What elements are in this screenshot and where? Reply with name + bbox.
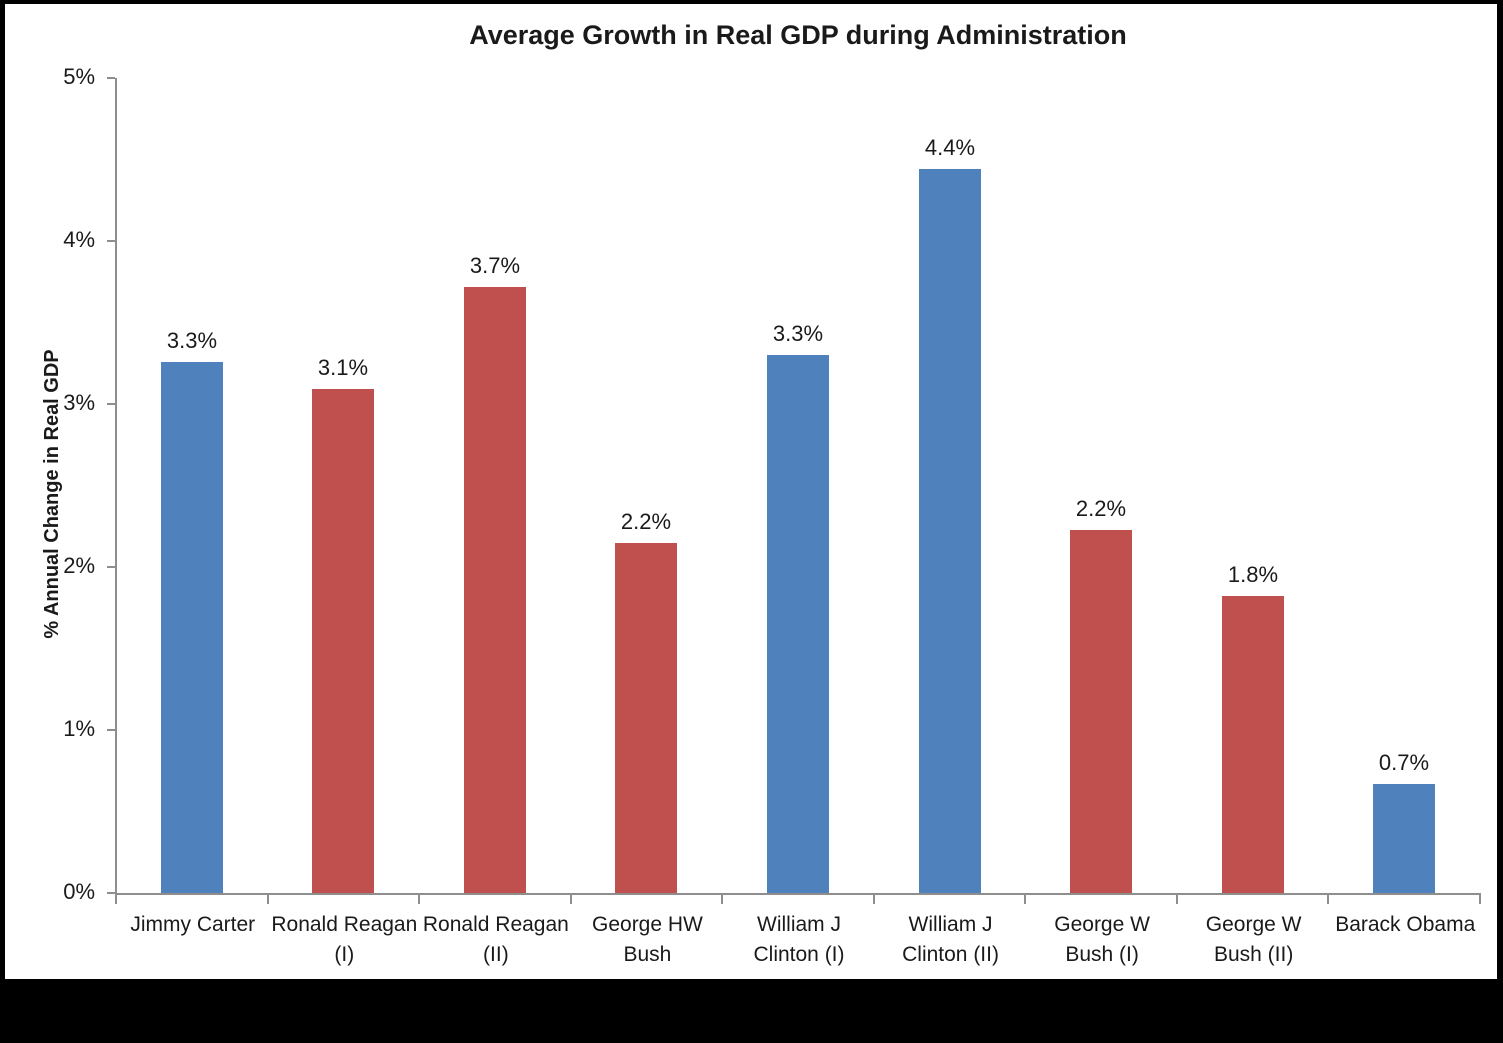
category-label-line: Bush	[623, 943, 672, 966]
bar-ronald-reagan-i-	[312, 389, 374, 893]
y-tick-label: 2%	[63, 553, 95, 578]
category-label: Barack Obama	[1325, 910, 1485, 940]
category-label-line: George W	[1054, 913, 1150, 936]
x-axis-tick	[570, 895, 572, 904]
bar-data-label: 3.3%	[166, 328, 218, 353]
y-axis-tick	[107, 77, 115, 79]
category-label-line: Bush (II)	[1213, 943, 1294, 966]
bar-george-hw-bush	[615, 543, 677, 893]
bar-ronald-reagan-ii-	[464, 287, 526, 893]
bar-data-label: 2.2%	[620, 509, 672, 534]
bar-george-w-bush-ii-	[1222, 596, 1284, 893]
bar-jimmy-carter	[161, 362, 223, 893]
category-label: Jimmy Carter	[113, 910, 273, 940]
y-axis-tick	[107, 729, 115, 731]
x-axis-tick	[1327, 895, 1329, 904]
category-label: Ronald Reagan (I)	[264, 910, 424, 970]
x-axis-tick	[1176, 895, 1178, 904]
bar-data-label: 2.2%	[1075, 496, 1127, 521]
x-axis-tick	[1024, 895, 1026, 904]
bar-data-label: 3.1%	[317, 355, 369, 380]
x-axis-tick	[721, 895, 723, 904]
bar-data-label: 3.7%	[469, 253, 521, 278]
y-axis-tick	[107, 403, 115, 405]
category-label-line: George HW	[592, 913, 703, 936]
chart-canvas: Average Growth in Real GDP during Admini…	[5, 4, 1497, 979]
category-label-line: Jimmy Carter	[130, 913, 256, 936]
category-label-line: William J	[757, 913, 841, 936]
category-label-line: Bush (I)	[1065, 943, 1139, 966]
chart-title: Average Growth in Real GDP during Admini…	[469, 20, 1127, 50]
y-axis-line	[115, 78, 117, 895]
category-label: William J Clinton (II)	[871, 910, 1031, 970]
y-tick-label: 1%	[63, 716, 95, 741]
category-label-line: Barack Obama	[1335, 913, 1476, 936]
category-label: Ronald Reagan (II)	[416, 910, 576, 970]
x-axis-tick	[873, 895, 875, 904]
category-label-line: Ronald Reagan	[271, 913, 418, 936]
y-tick-label: 3%	[63, 390, 95, 415]
category-label-line: (II)	[483, 943, 509, 966]
y-axis-tick	[107, 892, 115, 894]
plot-area: 3.3% 3.1% 3.7% 2.2% 3.3% 4.4% 2.2% 1.8% 0.7%	[107, 77, 1482, 904]
category-label: George W Bush (I)	[1022, 910, 1182, 970]
y-tick-label: 5%	[63, 64, 95, 89]
category-label: George W Bush (II)	[1174, 910, 1334, 970]
category-label-line: Clinton (I)	[753, 943, 845, 966]
x-axis-tick	[115, 895, 117, 904]
y-tick-label: 4%	[63, 227, 95, 252]
category-label: William J Clinton (I)	[719, 910, 879, 970]
category-label: George HW Bush	[567, 910, 727, 970]
category-label-line: (I)	[334, 943, 355, 966]
bar-william-j-clinton-ii-	[919, 169, 981, 893]
x-axis-tick	[1479, 895, 1481, 904]
y-axis-tick	[107, 240, 115, 242]
bar-data-label: 3.3%	[772, 321, 824, 346]
bar-william-j-clinton-i-	[767, 355, 829, 893]
bar-data-label: 1.8%	[1227, 562, 1279, 587]
category-label-line: Clinton (II)	[902, 943, 999, 966]
y-axis-title: % Annual Change in Real GDP	[41, 349, 63, 639]
y-axis-tick	[107, 566, 115, 568]
bar-barack-obama	[1373, 784, 1435, 893]
bar-george-w-bush-i-	[1070, 530, 1132, 893]
y-tick-label: 0%	[63, 879, 95, 904]
x-axis-tick	[418, 895, 420, 904]
category-label-line: George W	[1205, 913, 1302, 936]
bar-data-label: 0.7%	[1378, 750, 1430, 775]
category-label-line: William J	[908, 913, 993, 936]
x-axis-line	[115, 893, 1481, 895]
category-label-line: Ronald Reagan	[422, 913, 569, 936]
bar-data-label: 4.4%	[924, 135, 976, 160]
x-axis-tick	[267, 895, 269, 904]
